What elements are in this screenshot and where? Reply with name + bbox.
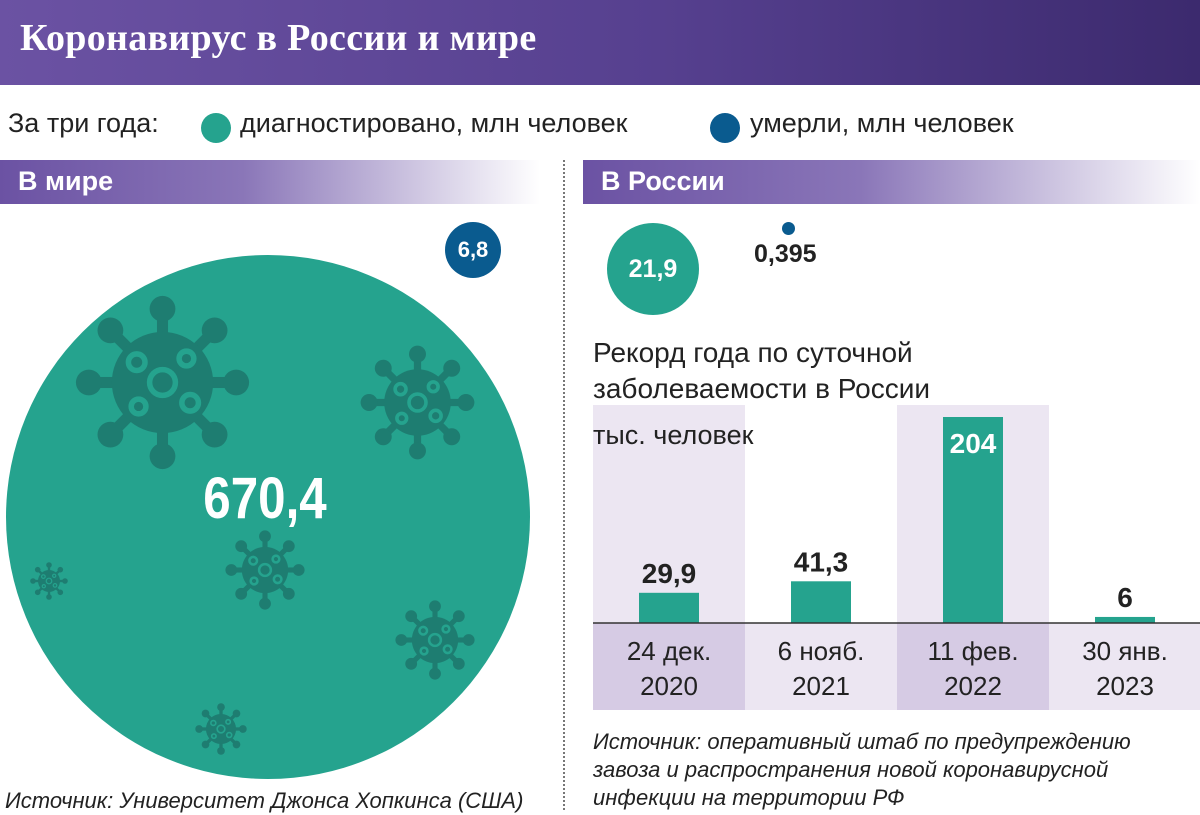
world-died-value: 6,8	[457, 237, 489, 262]
column-background	[593, 405, 745, 623]
bar	[791, 581, 851, 623]
chart-subtitle-line1: Рекорд года по суточной	[593, 337, 913, 368]
legend-died-dot	[710, 113, 740, 143]
virus-icon	[225, 530, 305, 610]
section-divider	[563, 160, 565, 810]
category-label: 30 янв.	[1082, 636, 1168, 666]
category-label: 2021	[792, 671, 850, 701]
bar-value-label: 204	[950, 428, 997, 459]
russia-source-line3: инфекции на территории РФ	[593, 785, 905, 810]
russia-source-line2: завоза и распространения новой коронавир…	[593, 757, 1109, 782]
legend-diagnosed-dot	[201, 113, 231, 143]
russia-died-value: 0,395	[754, 240, 817, 268]
title-bar: Коронавирус в России и мире	[0, 0, 1200, 85]
bar-value-label: 29,9	[642, 558, 697, 589]
virus-icon	[360, 345, 475, 460]
bar-value-label: 6	[1117, 582, 1133, 613]
bar	[1095, 616, 1155, 623]
russia-diagnosed-circle: 21,9	[607, 223, 699, 315]
russia-diagnosed-value: 21,9	[628, 254, 678, 283]
page-title: Коронавирус в России и мире	[20, 17, 537, 59]
chart-units: тыс. человек	[593, 420, 754, 450]
virus-icon	[30, 562, 68, 600]
russia-source-line1: Источник: оперативный штаб по предупрежд…	[593, 729, 1131, 754]
label-background	[897, 623, 1049, 710]
virus-icon	[195, 703, 247, 755]
category-label: 2022	[944, 671, 1002, 701]
category-label: 11 фев.	[927, 636, 1018, 666]
world-diagnosed-value: 670,4	[203, 466, 327, 531]
russia-heading: В России	[601, 166, 725, 196]
world-died-circle: 6,8	[445, 222, 501, 278]
legend-diagnosed-label: диагностировано, млн человек	[240, 108, 628, 138]
label-background	[593, 623, 745, 710]
chart-subtitle-line2: заболеваемости в России	[593, 373, 931, 404]
category-label: 2023	[1096, 671, 1154, 701]
virus-icon	[395, 600, 475, 680]
category-label: 24 дек.	[627, 636, 711, 666]
russia-died-dot	[782, 222, 795, 235]
virus-icon	[75, 295, 250, 470]
russia-header: В России	[583, 160, 1200, 204]
legend-prefix: За три года:	[8, 108, 159, 138]
bar	[943, 417, 1003, 623]
category-label: 6 нояб.	[778, 636, 865, 666]
world-heading: В мире	[18, 166, 114, 196]
bar-value-label: 41,3	[794, 546, 849, 577]
label-background	[745, 623, 897, 710]
world-diagnosed-circle	[6, 255, 530, 779]
label-background	[1049, 623, 1200, 710]
chart-subtitle: Рекорд года по суточной заболеваемости в…	[593, 335, 930, 407]
world-header: В мире	[0, 160, 540, 204]
world-source: Источник: Университет Джонса Хопкинса (С…	[5, 788, 524, 813]
bar	[639, 592, 699, 623]
category-label: 2020	[640, 671, 698, 701]
russia-source: Источник: оперативный штаб по предупрежд…	[593, 728, 1131, 812]
legend-died-label: умерли, млн человек	[750, 108, 1014, 138]
bar-chart: 29,9 24 дек. 2020 41,3 6 нояб. 2021 204 11 фев.…	[593, 405, 1200, 710]
